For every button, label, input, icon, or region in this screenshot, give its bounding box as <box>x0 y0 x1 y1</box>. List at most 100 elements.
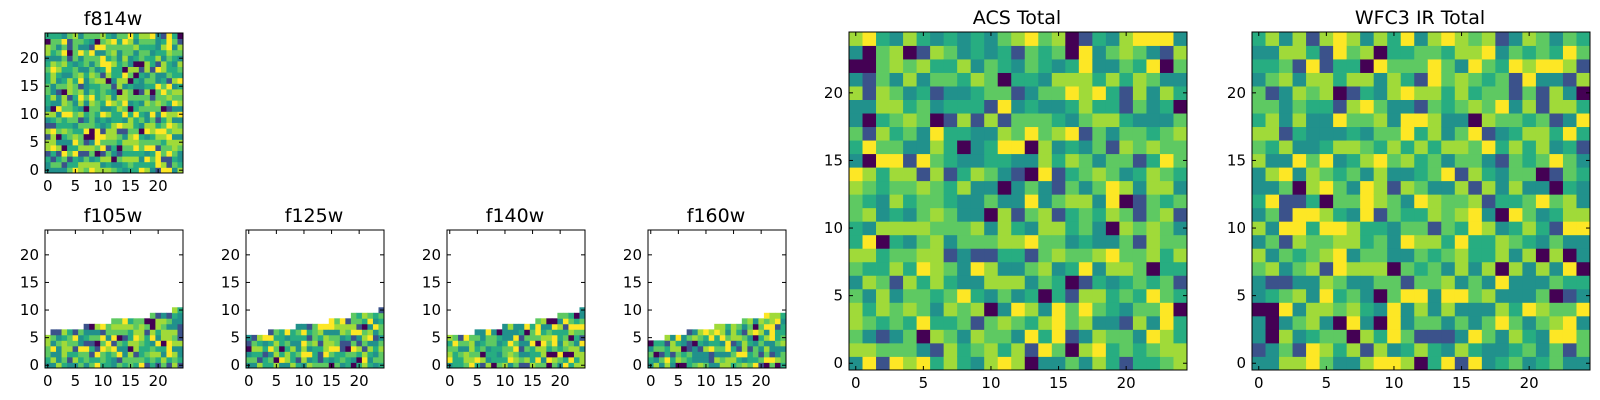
heatmap-cell <box>160 61 167 67</box>
heatmap-cell <box>1387 248 1402 263</box>
heatmap-cell <box>747 356 754 363</box>
heatmap-cell <box>876 32 890 46</box>
heatmap-cell <box>1065 207 1080 222</box>
heatmap-cell <box>1535 86 1550 100</box>
heatmap-cell <box>1119 288 1134 303</box>
heatmap-cell <box>1454 275 1469 290</box>
heatmap-cell <box>149 89 156 95</box>
heatmap-cell <box>72 128 79 135</box>
heatmap-cell <box>997 342 1012 357</box>
heatmap-cell <box>72 351 79 358</box>
heatmap-cell <box>45 356 51 363</box>
heatmap-cell <box>984 59 999 73</box>
heatmap-cell <box>1078 140 1093 155</box>
heatmap-cell <box>1092 329 1107 344</box>
heatmap-cell <box>1549 180 1564 195</box>
heatmap-cell <box>1576 194 1591 209</box>
heatmap-cell <box>1173 329 1188 344</box>
heatmap-cell <box>1132 342 1147 357</box>
heatmap-cell <box>155 150 162 157</box>
heatmap-cell <box>100 156 107 163</box>
heatmap-cell <box>1078 302 1093 317</box>
heatmap-cell <box>1360 45 1375 60</box>
heatmap-cell <box>334 329 341 336</box>
heatmap-cell <box>889 99 904 114</box>
heatmap-cell <box>1146 72 1161 87</box>
heatmap-cell <box>670 334 676 341</box>
heatmap-cell <box>1092 140 1107 155</box>
heatmap-cell <box>56 334 62 341</box>
heatmap-cell <box>546 351 553 358</box>
heatmap-cell <box>562 351 569 358</box>
heatmap-cell <box>970 140 985 155</box>
heatmap-cell <box>144 161 151 168</box>
heatmap-cell <box>149 83 156 90</box>
heatmap-cell <box>295 340 302 347</box>
heatmap-cell <box>719 356 726 363</box>
heatmap-cell <box>903 140 917 155</box>
heatmap-cell <box>356 323 363 330</box>
heatmap-cell <box>1065 288 1080 303</box>
heatmap-cell <box>160 318 167 325</box>
heatmap-cell <box>1549 275 1564 290</box>
heatmap-cell <box>1105 99 1120 114</box>
heatmap-cell <box>1092 99 1107 114</box>
heatmap-cell <box>171 55 178 62</box>
heatmap-cell <box>1333 302 1348 317</box>
heatmap-cell <box>61 33 68 39</box>
heatmap-cell <box>1346 167 1361 182</box>
heatmap-cell <box>312 362 319 369</box>
heatmap-cell <box>474 334 481 341</box>
heatmap-cell <box>1481 207 1496 222</box>
heatmap-cell <box>166 167 173 174</box>
heatmap-cell <box>708 340 715 347</box>
heatmap-cell <box>1065 329 1080 344</box>
heatmap-cell <box>849 153 863 168</box>
heatmap-cell <box>889 72 904 87</box>
heatmap-cell <box>89 77 96 84</box>
heatmap-cell <box>67 362 73 369</box>
heatmap-cell <box>50 351 57 358</box>
y-tick-label: 15 <box>20 273 39 291</box>
heatmap-cell <box>144 44 151 51</box>
heatmap-cell <box>889 113 904 128</box>
heatmap-cell <box>930 59 945 73</box>
heatmap-cell <box>149 340 156 347</box>
heatmap-cell <box>513 323 520 330</box>
heatmap-cell <box>177 49 184 56</box>
heatmap-cell <box>703 329 710 336</box>
heatmap-cell <box>116 156 123 163</box>
heatmap-cell <box>149 44 156 51</box>
heatmap-cell <box>675 345 682 352</box>
heatmap-cell <box>1414 167 1429 182</box>
heatmap-cell <box>1024 140 1039 155</box>
heatmap-cell <box>160 356 167 363</box>
heatmap-cells <box>447 307 586 369</box>
heatmap-cell <box>67 340 73 347</box>
heatmap-cell <box>1495 86 1510 100</box>
heatmap-cell <box>1132 194 1147 209</box>
heatmap-cell <box>160 49 167 56</box>
heatmap-cell <box>1105 275 1120 290</box>
heatmap-cell <box>513 362 520 369</box>
heatmap-cell <box>535 340 542 347</box>
heatmap-cell <box>328 345 335 352</box>
heatmap-cell <box>345 329 352 336</box>
heatmap-cell <box>1549 261 1564 276</box>
heatmap-cell <box>1319 153 1334 168</box>
heatmap-cell <box>61 351 68 358</box>
heatmap-cell <box>334 323 341 330</box>
heatmap-cell <box>155 340 162 347</box>
heatmap-cell <box>1105 342 1120 357</box>
heatmap-cell <box>1441 356 1456 371</box>
heatmap-cell <box>367 323 374 330</box>
heatmap-cell <box>562 334 569 341</box>
heatmap-cell <box>166 329 173 336</box>
heatmap-cell <box>67 83 73 90</box>
heatmap-cell <box>1078 126 1093 141</box>
heatmap-cell <box>1333 99 1348 114</box>
heatmap-cell <box>1146 315 1161 330</box>
heatmap-cell <box>984 86 999 100</box>
heatmap-cell <box>317 345 324 352</box>
heatmap-cell <box>1105 180 1120 195</box>
